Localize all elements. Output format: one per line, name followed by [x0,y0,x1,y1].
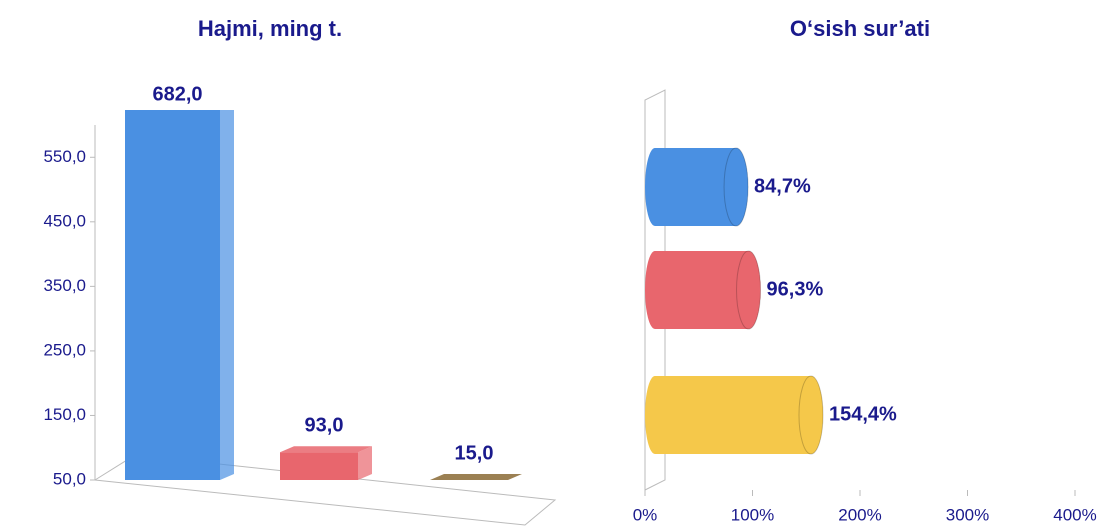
bar-top [125,66,234,72]
bar-cap [723,147,749,227]
value-label: 682,0 [152,83,202,105]
y-tick-label: 450,0 [43,211,86,230]
value-label: 15,0 [455,442,494,464]
bar [645,251,761,329]
plot [125,66,522,503]
y-tick-label: 250,0 [43,340,86,359]
bar [645,148,749,226]
y-tick-label: 550,0 [43,147,86,166]
x-tick-label: 400% [1053,505,1096,524]
value-label: 84,7% [754,175,811,197]
bar [645,376,823,454]
x-tick-label: 100% [731,505,774,524]
bar [125,110,220,480]
back-wall [644,89,666,491]
bar-top [430,474,522,480]
y-tick-label: 350,0 [43,276,86,295]
value-label: 154,4% [829,403,897,425]
bar-top [280,446,372,453]
floor [93,454,557,526]
bar [280,452,358,480]
y-tick-label: 50,0 [53,469,86,488]
chart-title: O‘sish sur’ati [790,16,930,41]
x-tick-label: 0% [633,505,658,524]
x-tick-label: 200% [838,505,881,524]
value-label: 96,3% [767,278,824,300]
y-tick-label: 150,0 [43,405,86,424]
value-label: 93,0 [305,415,344,437]
bar-side [220,110,234,480]
bar [430,480,508,503]
x-tick-label: 300% [946,505,989,524]
bar-side [358,446,372,480]
bar-cap [798,375,824,455]
bar-cap [736,250,762,330]
chart-title: Hajmi, ming t. [198,16,342,41]
